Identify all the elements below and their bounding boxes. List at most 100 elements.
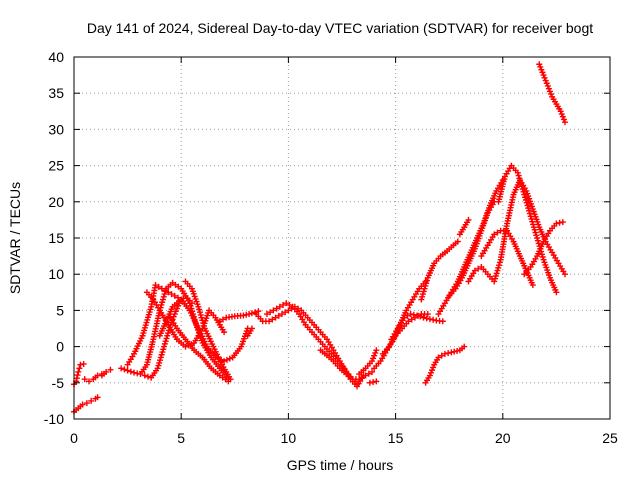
data-series <box>465 177 568 285</box>
data-point <box>243 311 250 318</box>
data-point <box>561 271 568 278</box>
data-point <box>171 311 178 318</box>
data-point <box>471 267 478 274</box>
data-point <box>419 293 426 300</box>
data-point <box>534 237 541 244</box>
data-point <box>496 262 503 269</box>
data-point <box>124 367 131 374</box>
data-point <box>539 254 546 261</box>
data-point <box>426 316 433 323</box>
data-point <box>427 369 434 376</box>
data-point <box>160 346 167 353</box>
data-point <box>493 270 500 277</box>
data-series <box>98 366 114 379</box>
data-point <box>283 300 290 307</box>
data-point <box>422 282 429 289</box>
data-point <box>534 235 541 241</box>
grid <box>74 57 610 419</box>
data-point <box>188 300 195 307</box>
data-point <box>157 357 164 364</box>
y-tick-label: 15 <box>48 230 64 246</box>
data-point <box>530 224 537 231</box>
data-point <box>121 366 128 373</box>
data-point <box>491 231 498 238</box>
data-point <box>199 317 206 324</box>
data-point <box>80 360 87 367</box>
data-point <box>88 397 95 404</box>
data-point <box>240 312 247 319</box>
data-point <box>157 354 164 361</box>
data-point <box>200 322 207 329</box>
data-point <box>553 289 560 296</box>
data-point <box>540 72 547 79</box>
data-point <box>81 376 88 383</box>
data-points <box>71 61 568 415</box>
data-point <box>435 354 442 361</box>
data-point <box>158 351 165 358</box>
data-point <box>538 66 545 73</box>
data-point <box>530 221 537 228</box>
data-point <box>523 199 530 206</box>
data-point <box>371 352 378 359</box>
data-point <box>532 229 539 236</box>
x-tick-label: 25 <box>602 430 618 446</box>
axis-ticks: 0 5 10 15 20 25 -10 -5 0 5 10 15 20 25 30 35 40 <box>44 49 618 446</box>
data-point <box>451 348 458 355</box>
x-tick-label: 10 <box>281 430 297 446</box>
data-point <box>441 350 448 357</box>
data-point <box>270 307 277 314</box>
data-point <box>561 119 568 126</box>
data-point <box>159 299 166 306</box>
data-point <box>272 314 279 321</box>
data-point <box>559 113 566 120</box>
data-point <box>545 85 552 92</box>
data-point <box>430 364 437 371</box>
data-point <box>539 69 546 76</box>
data-point <box>94 394 101 401</box>
data-point <box>263 311 270 318</box>
data-point <box>546 88 553 95</box>
data-point <box>156 359 163 366</box>
x-tick-label: 0 <box>70 430 78 446</box>
data-point <box>495 264 502 271</box>
data-point <box>161 343 168 350</box>
data-point <box>168 291 175 298</box>
data-point <box>370 355 377 362</box>
data-point <box>542 77 549 84</box>
data-point <box>164 332 171 339</box>
data-point <box>429 367 436 374</box>
data-point <box>491 278 498 285</box>
data-point <box>423 315 430 322</box>
data-point <box>267 309 274 316</box>
data-point <box>282 309 289 316</box>
data-point <box>196 306 203 313</box>
data-point <box>439 318 446 325</box>
data-series <box>456 216 472 238</box>
data-point <box>275 312 282 319</box>
data-point <box>162 287 169 294</box>
data-point <box>421 285 428 292</box>
data-point <box>273 305 280 312</box>
data-point <box>544 82 551 89</box>
data-point <box>370 379 377 386</box>
data-series <box>317 347 361 388</box>
data-series <box>167 314 232 385</box>
data-point <box>77 361 84 368</box>
data-point <box>420 288 427 295</box>
data-point <box>516 175 523 182</box>
data-point <box>557 108 564 115</box>
data-point <box>373 378 380 385</box>
data-point <box>165 289 172 296</box>
data-point <box>174 302 181 309</box>
data-point <box>141 372 148 379</box>
data-point <box>278 311 285 318</box>
y-axis-label: SDTVAR / TECUs <box>7 182 23 294</box>
data-point <box>75 368 82 375</box>
data-point <box>424 311 431 318</box>
data-point <box>496 259 503 266</box>
y-tick-label: 30 <box>48 121 64 137</box>
data-point <box>165 330 172 337</box>
data-point <box>492 273 499 280</box>
data-point <box>223 356 230 363</box>
